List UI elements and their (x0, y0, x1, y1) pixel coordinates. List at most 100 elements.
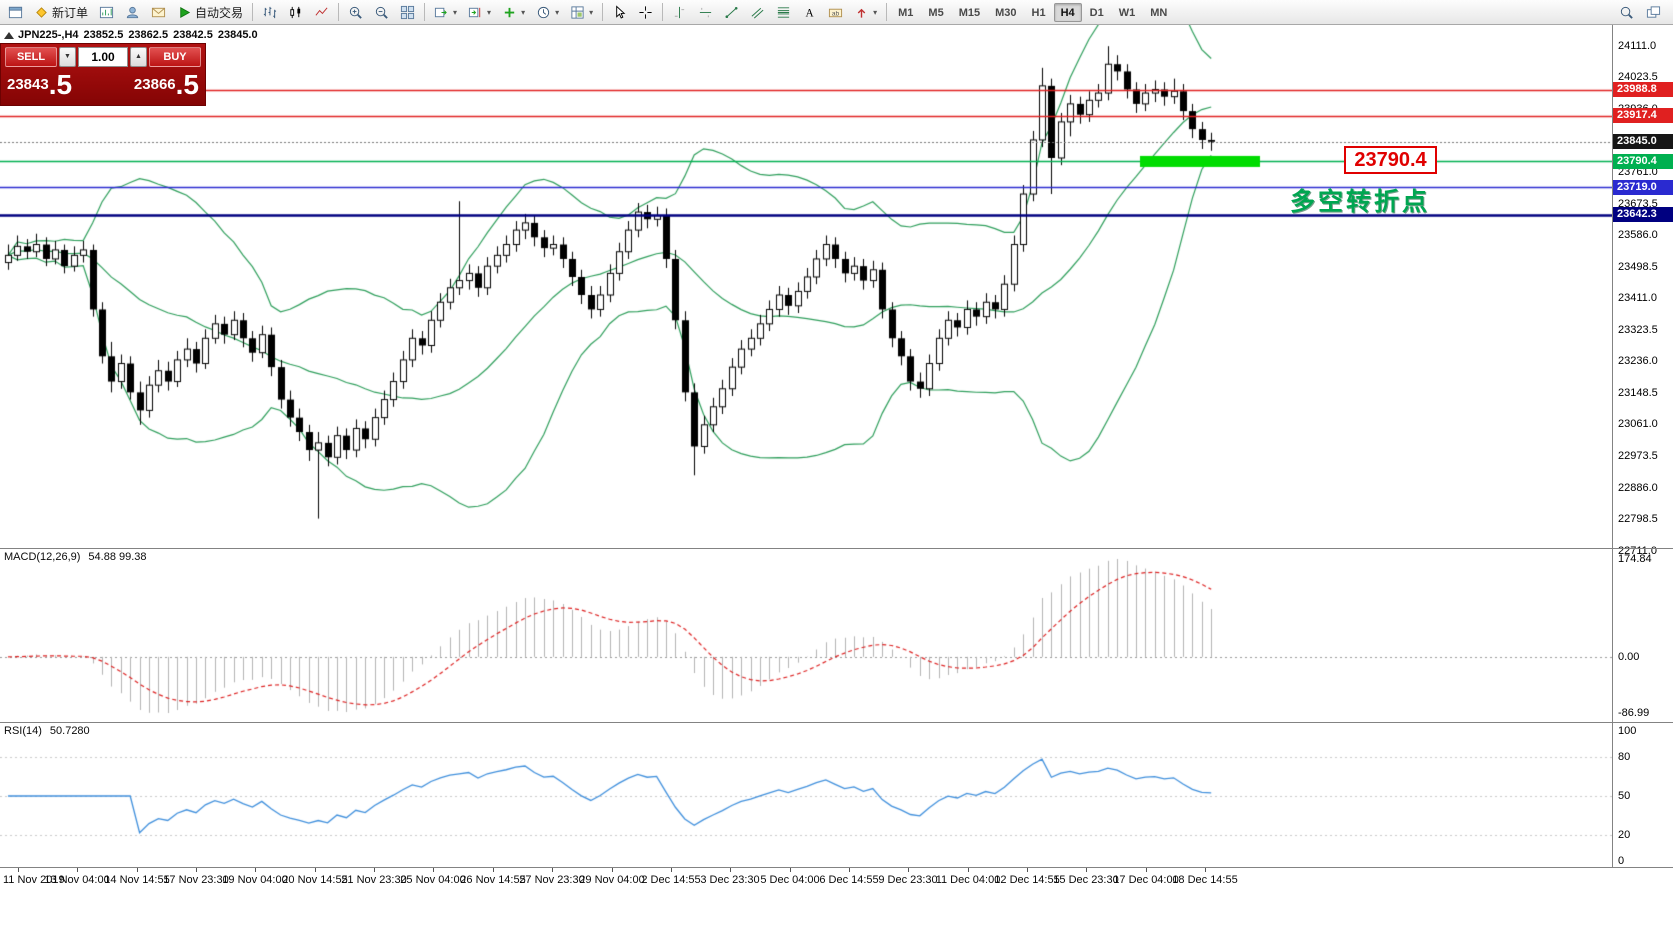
channel-button[interactable] (745, 2, 770, 23)
price-tick: 22711.0 (1618, 544, 1657, 557)
profiles-button[interactable] (120, 2, 145, 23)
arrows-button[interactable]: ▾ (849, 2, 882, 23)
rsi-name: RSI(14) (4, 725, 42, 737)
time-label: 3 Dec 23:30 (700, 874, 760, 886)
time-label: 14 Nov 14:55 (104, 874, 170, 886)
price-tick: 22973.5 (1618, 450, 1658, 463)
fibonacci-button[interactable] (771, 2, 796, 23)
timeframe-mn-button[interactable]: MN (1150, 6, 1168, 19)
tile-windows-button[interactable] (395, 2, 420, 23)
rsi-axis-tick: 0 (1618, 855, 1625, 867)
time-label: 17 Dec 04:00 (1113, 874, 1179, 886)
ohlc-close: 23845.0 (217, 29, 258, 41)
text-button[interactable]: A (797, 2, 822, 23)
time-tick (18, 868, 19, 872)
macd-panel-divider[interactable] (0, 548, 1673, 549)
macd-panel-canvas[interactable] (0, 549, 1612, 722)
toolbar-right-group (1614, 2, 1670, 23)
new-chart-button[interactable] (3, 2, 28, 23)
price-scale[interactable]: 24111.024023.523936.023848.523761.023673… (1612, 25, 1673, 946)
time-tick (196, 868, 197, 872)
timeframe-h4-button[interactable]: H4 (1053, 2, 1082, 22)
main-chart-canvas[interactable] (0, 25, 1612, 548)
timeframe-m15-button[interactable]: M15 (958, 6, 981, 19)
cursor-button[interactable] (607, 2, 632, 23)
time-tick (1146, 868, 1147, 872)
zoom-in-button[interactable] (343, 2, 368, 23)
rsi-panel-canvas[interactable] (0, 723, 1612, 866)
crosshair-icon (638, 5, 653, 20)
volume-input[interactable] (78, 47, 128, 67)
level-price-badge: 23719.0 (1613, 179, 1673, 195)
chart-add-button[interactable] (94, 2, 119, 23)
templates-button[interactable]: ▾ (565, 2, 598, 23)
text-label-button[interactable]: ab (823, 2, 848, 23)
timeframe-m30-button[interactable]: M30 (995, 6, 1017, 19)
zoom-out-button[interactable] (369, 2, 394, 23)
timeframe-m5-button[interactable]: M5 (928, 6, 944, 19)
time-tick (1027, 868, 1028, 872)
time-tick (255, 868, 256, 872)
sell-price[interactable]: 23843.5 (7, 69, 73, 100)
cursor-icon (612, 4, 627, 20)
window-list-button[interactable] (1641, 2, 1666, 23)
volume-increase-button[interactable]: ▲ (130, 47, 147, 67)
time-tick (730, 868, 731, 872)
time-label: 17 Nov 23:30 (163, 874, 229, 886)
vertical-line-button[interactable] (667, 2, 692, 23)
diamond-icon (34, 5, 49, 20)
line-chart-type-button[interactable] (309, 2, 334, 23)
auto-trading-button[interactable]: 自动交易 (172, 2, 248, 23)
level-price-badge: 23642.3 (1613, 207, 1673, 223)
new-order-button-label: 新订单 (52, 5, 89, 20)
time-tick (908, 868, 909, 872)
crosshair-button[interactable] (633, 2, 658, 23)
price-tick: 23586.0 (1618, 229, 1658, 242)
time-axis[interactable]: 11 Nov 2019 13 Nov 04:00 14 Nov 14:55 17 No… (0, 867, 1673, 946)
time-tick (552, 868, 553, 872)
chartshift-icon (468, 5, 483, 20)
toolbar-separator (602, 3, 604, 21)
autoscroll-icon (434, 5, 449, 20)
add-indicator-button[interactable]: ▾ (497, 2, 530, 23)
timeframe-m1-button[interactable]: M1 (898, 6, 914, 19)
rsi-panel-divider[interactable] (0, 722, 1673, 723)
bar-chart-type-button[interactable] (257, 2, 282, 23)
new-order-button[interactable]: 新订单 (29, 2, 93, 23)
profiles-icon (125, 5, 140, 20)
buy-price[interactable]: 23866.5 (133, 69, 199, 100)
buy-button[interactable]: BUY (149, 47, 201, 67)
time-label: 26 Nov 14:55 (460, 874, 526, 886)
textlabel-icon: ab (828, 5, 843, 20)
timeframe-h1-button[interactable]: H1 (1031, 6, 1046, 19)
one-click-panel-toggle[interactable] (4, 32, 14, 39)
timeframe-w1-button[interactable]: W1 (1118, 6, 1136, 19)
time-label: 6 Dec 14:55 (819, 874, 879, 886)
time-label: 2 Dec 14:55 (641, 874, 701, 886)
time-tick (493, 868, 494, 872)
auto-scroll-button[interactable]: ▾ (429, 2, 462, 23)
rsi-axis-tick: 80 (1618, 751, 1631, 763)
horizontal-line-button[interactable] (693, 2, 718, 23)
chevron-down-icon: ▾ (873, 7, 878, 17)
volume-decrease-button[interactable]: ▼ (59, 47, 76, 67)
svg-text:A: A (806, 7, 815, 19)
toolbar-separator (886, 3, 888, 21)
chevron-down-icon: ▾ (521, 7, 526, 17)
time-label: 15 Dec 23:30 (1053, 874, 1119, 886)
alerts-button[interactable] (146, 2, 171, 23)
auto-trading-button-label: 自动交易 (195, 5, 244, 20)
chart-shift-button[interactable]: ▾ (463, 2, 496, 23)
search-button[interactable] (1614, 2, 1639, 23)
trendline-button[interactable] (719, 2, 744, 23)
sell-button[interactable]: SELL (5, 47, 57, 67)
candlestick-type-button[interactable] (283, 2, 308, 23)
svg-text:ab: ab (832, 10, 840, 17)
time-tick (849, 868, 850, 872)
timeframe-d1-button[interactable]: D1 (1089, 6, 1104, 19)
time-label: 13 Nov 04:00 (44, 874, 110, 886)
periods-button[interactable]: ▾ (531, 2, 564, 23)
vline-icon (672, 5, 687, 20)
time-tick (374, 868, 375, 872)
